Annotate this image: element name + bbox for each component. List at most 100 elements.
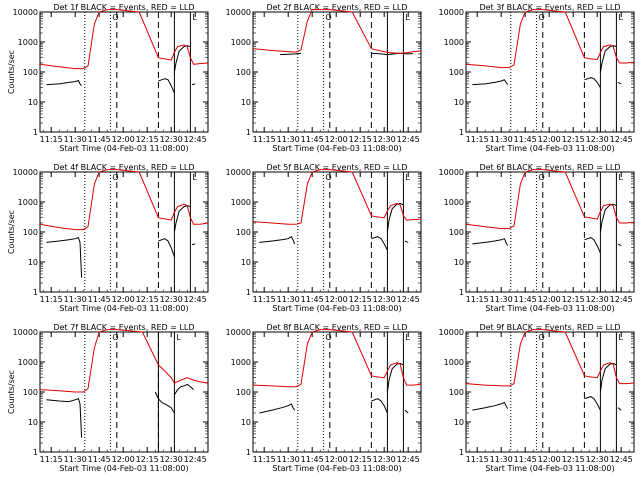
y-tick-label: 10000 — [226, 328, 251, 337]
series-line-events — [191, 83, 196, 86]
series-line-events — [259, 235, 296, 245]
series-line-events — [173, 45, 191, 73]
x-tick-label: 11:15 — [466, 455, 489, 464]
series-line-events — [584, 77, 601, 88]
marker-label: O — [112, 333, 118, 342]
y-tick-label: 1 — [33, 128, 38, 137]
series-line-lld — [39, 169, 209, 231]
x-tick-label: 12:15 — [136, 455, 159, 464]
series-line-lld — [465, 9, 635, 69]
y-axis-label: Counts/sec — [7, 370, 16, 414]
series-line-events — [154, 391, 175, 414]
x-axis-label: Start Time (04-Feb-03 11:08:00) — [272, 144, 401, 153]
x-tick-label: 12:30 — [160, 455, 183, 464]
x-axis-label: Start Time (04-Feb-03 11:08:00) — [59, 144, 188, 153]
marker-label: O — [538, 173, 544, 182]
y-tick-label: 100 — [449, 228, 464, 237]
plot-frame — [252, 171, 422, 293]
x-tick-label: 12:45 — [397, 135, 420, 144]
y-tick-label: 10 — [454, 258, 464, 267]
series-line-events — [599, 45, 617, 73]
series-line-events — [191, 243, 196, 246]
series-line-events — [617, 243, 622, 247]
y-tick-label: 10000 — [439, 8, 464, 17]
x-tick-label: 12:30 — [586, 135, 609, 144]
x-tick-label: 12:45 — [397, 455, 420, 464]
plot-title: Det 9f BLACK = Events, RED = LLD — [479, 323, 620, 332]
marker-label: L — [618, 173, 623, 182]
series-line-events — [386, 362, 404, 393]
x-tick-label: 12:15 — [562, 455, 585, 464]
y-tick-label: 1000 — [231, 198, 251, 207]
x-tick-label: 12:30 — [586, 295, 609, 304]
series-line-events — [259, 403, 296, 414]
x-tick-label: 11:45 — [514, 455, 537, 464]
x-tick-label: 12:00 — [112, 135, 135, 144]
x-tick-label: 11:45 — [301, 455, 324, 464]
plot-title: Det 8f BLACK = Events, RED = LLD — [266, 323, 407, 332]
y-tick-label: 10 — [241, 418, 251, 427]
x-tick-label: 12:15 — [349, 455, 372, 464]
x-tick-label: 12:45 — [184, 455, 207, 464]
y-axis-label: Counts/sec — [7, 210, 16, 254]
x-tick-label: 11:30 — [490, 295, 513, 304]
marker-label: O — [112, 173, 118, 182]
x-tick-label: 12:15 — [349, 135, 372, 144]
x-tick-label: 12:45 — [610, 295, 633, 304]
plot-frame — [39, 171, 209, 293]
y-tick-label: 1000 — [18, 38, 38, 47]
plot-frame — [39, 331, 209, 453]
y-tick-label: 100 — [449, 388, 464, 397]
y-tick-label: 10000 — [226, 168, 251, 177]
marker-label: O — [325, 333, 331, 342]
y-tick-label: 1 — [246, 128, 251, 137]
x-tick-label: 12:00 — [112, 295, 135, 304]
x-tick-label: 11:30 — [277, 295, 300, 304]
y-tick-label: 1000 — [18, 198, 38, 207]
plot-title: Det 4f BLACK = Events, RED = LLD — [53, 163, 194, 172]
marker-label: L — [405, 173, 410, 182]
y-tick-label: 10 — [241, 258, 251, 267]
detector-plot-8: Det 8f BLACK = Events, RED = LLD 1 10 100 10… — [226, 323, 422, 473]
y-tick-label: 10 — [454, 418, 464, 427]
series-line-events — [584, 396, 601, 411]
series-line-events — [386, 202, 404, 233]
x-tick-label: 11:30 — [277, 455, 300, 464]
x-axis-label: Start Time (04-Feb-03 11:08:00) — [485, 144, 614, 153]
x-tick-label: 11:15 — [253, 135, 276, 144]
marker-label: O — [538, 333, 544, 342]
y-tick-label: 10000 — [439, 328, 464, 337]
series-line-events — [46, 398, 83, 438]
x-tick-label: 12:15 — [136, 295, 159, 304]
x-tick-label: 12:00 — [538, 455, 561, 464]
marker-label: L — [618, 13, 623, 22]
x-tick-label: 12:00 — [325, 295, 348, 304]
series-line-lld — [39, 329, 209, 393]
detector-plot-4: Det 4f BLACK = Events, RED = LLD 1 10 100 10… — [7, 163, 209, 313]
series-line-lld — [252, 9, 422, 54]
x-tick-label: 11:15 — [466, 295, 489, 304]
detector-plot-5: Det 5f BLACK = Events, RED = LLD 1 10 100 10… — [226, 163, 422, 313]
series-line-lld — [39, 9, 209, 70]
x-tick-label: 11:15 — [40, 295, 63, 304]
detector-plot-6: Det 6f BLACK = Events, RED = LLD 1 10 100 10… — [439, 163, 635, 313]
series-line-events — [46, 236, 83, 278]
marker-label: L — [176, 333, 181, 342]
marker-label: L — [405, 333, 410, 342]
series-line-events — [617, 407, 622, 411]
detector-plot-1: Det 1f BLACK = Events, RED = LLD 1 10 100 10… — [7, 3, 209, 153]
y-tick-label: 1 — [459, 128, 464, 137]
series-line-events — [404, 409, 409, 414]
x-axis-label: Start Time (04-Feb-03 11:08:00) — [485, 304, 614, 313]
y-tick-label: 100 — [449, 68, 464, 77]
x-tick-label: 11:45 — [514, 295, 537, 304]
marker-label: L — [405, 13, 410, 22]
y-tick-label: 10000 — [13, 168, 38, 177]
x-tick-label: 12:30 — [373, 455, 396, 464]
x-tick-label: 12:15 — [349, 295, 372, 304]
series-line-events — [472, 238, 509, 246]
series-line-events — [280, 52, 302, 56]
plot-title: Det 2f BLACK = Events, RED = LLD — [266, 3, 407, 12]
